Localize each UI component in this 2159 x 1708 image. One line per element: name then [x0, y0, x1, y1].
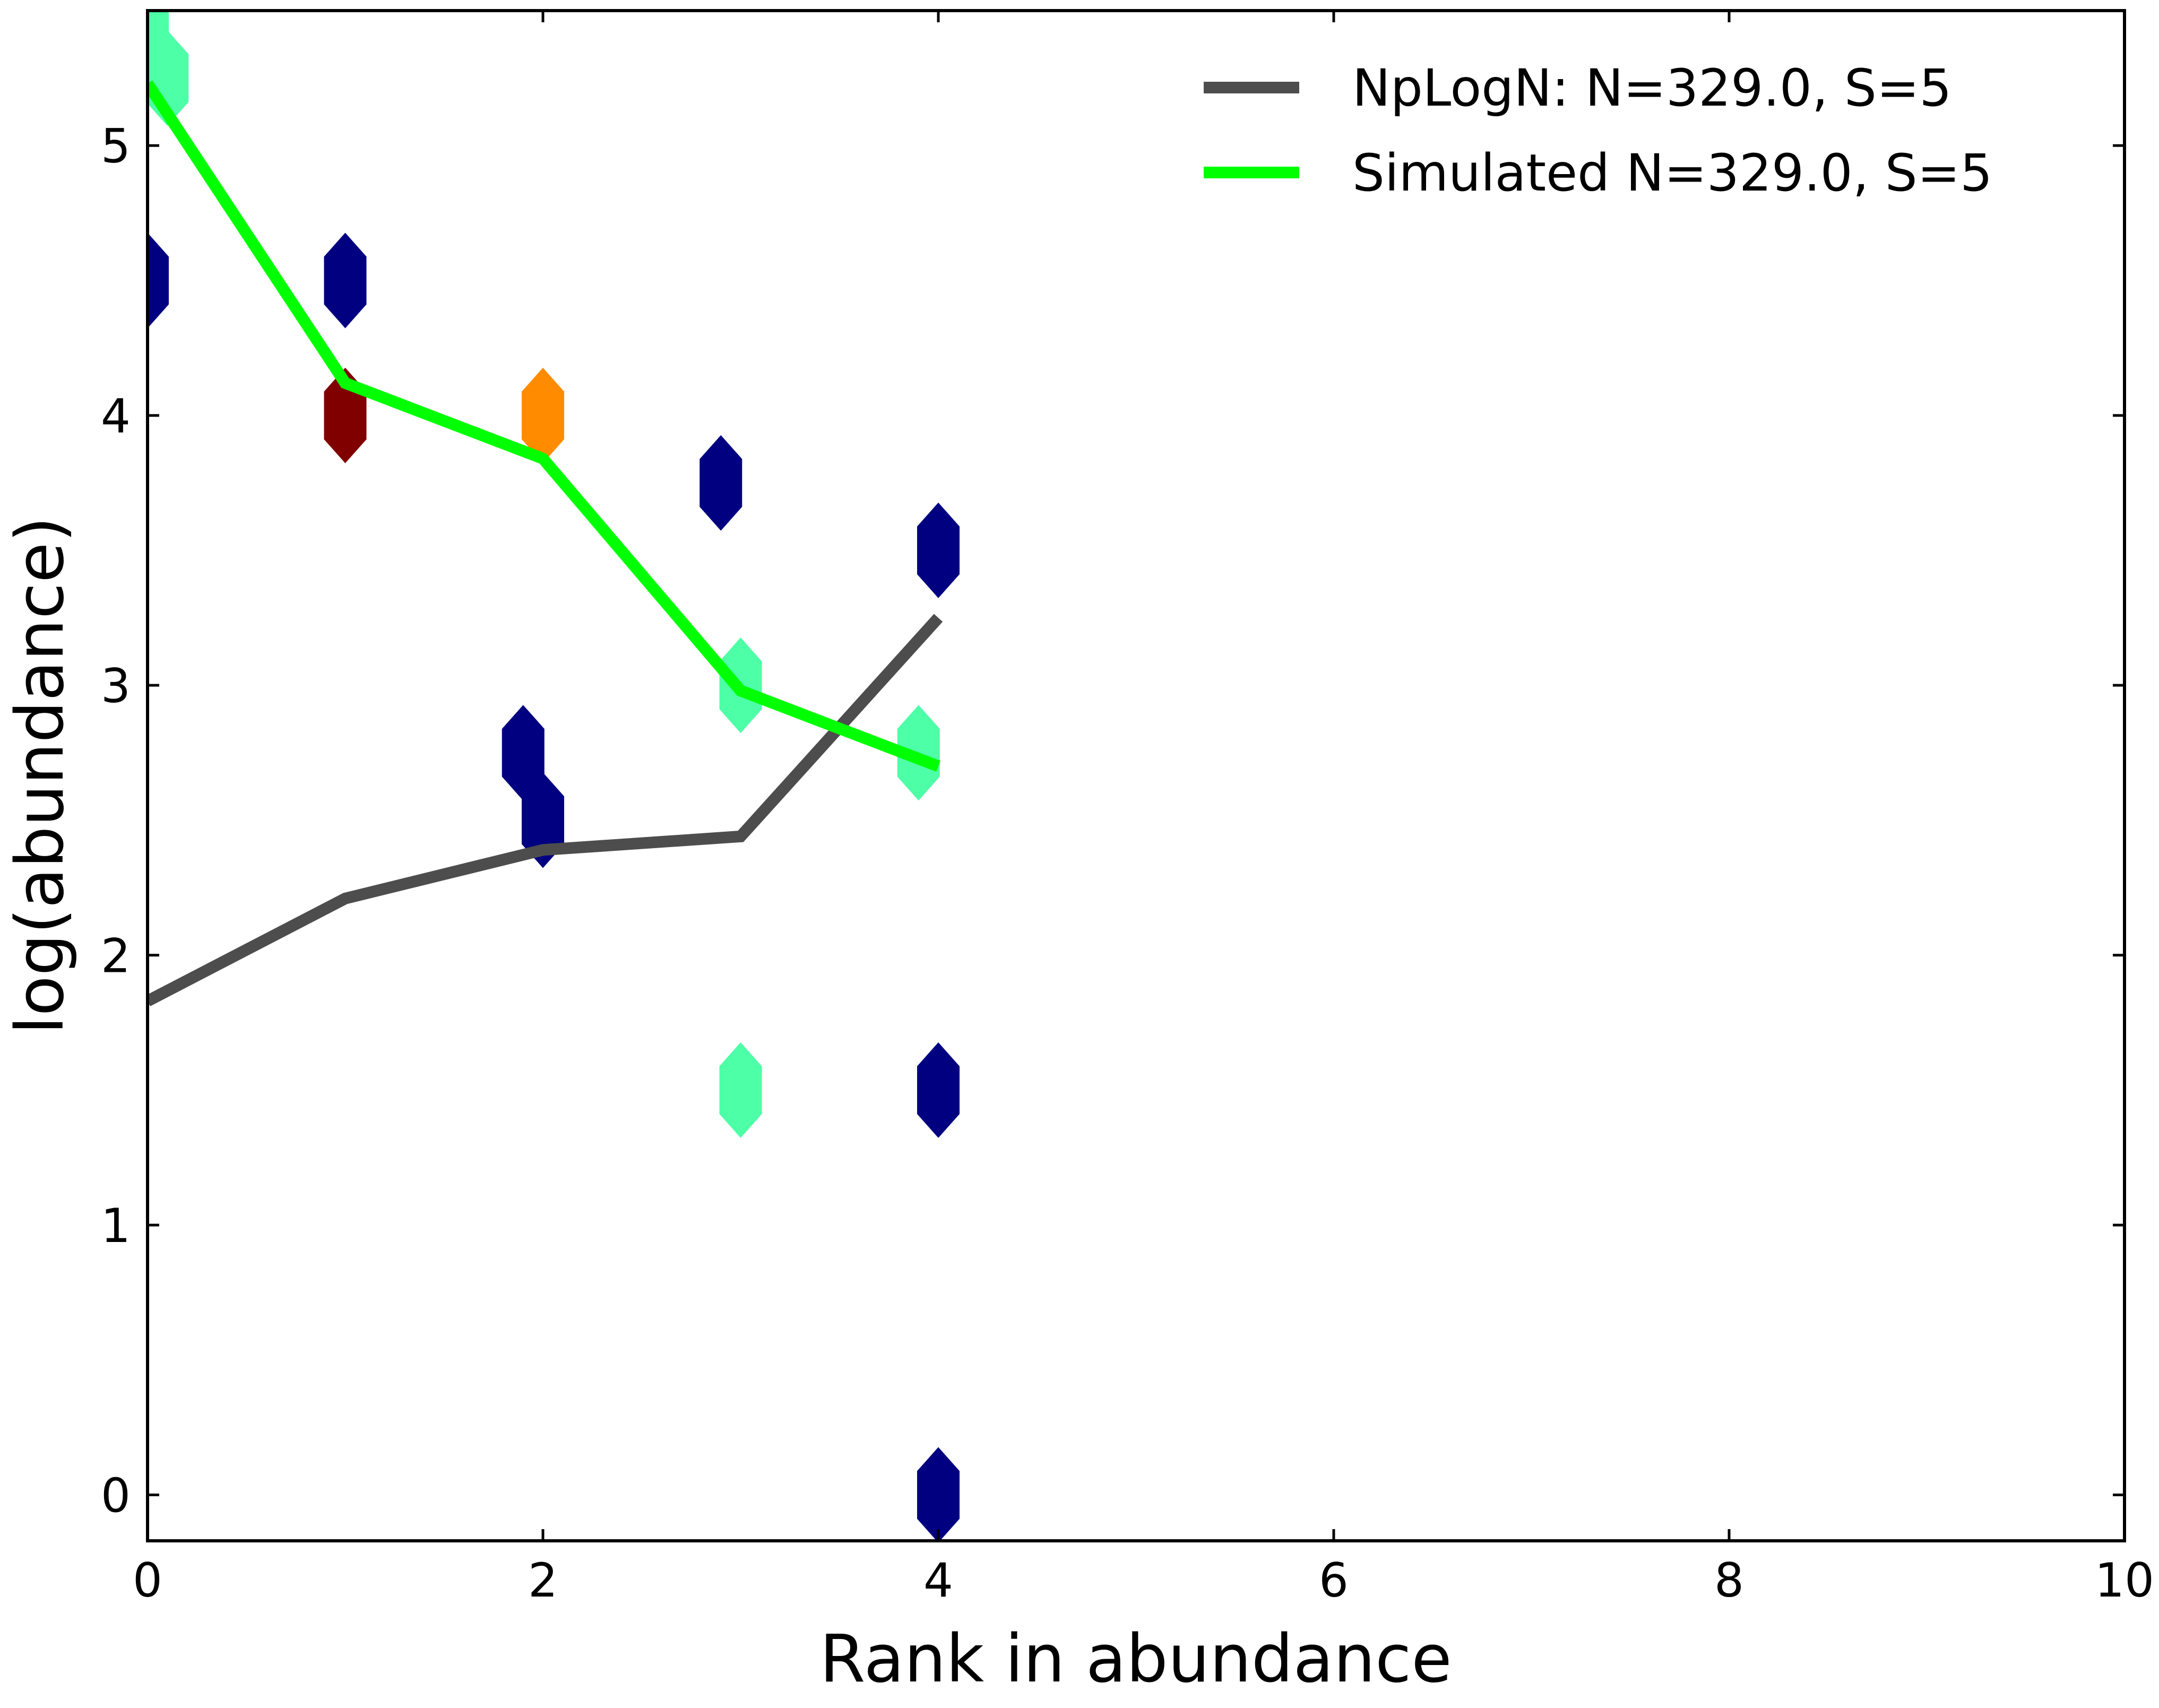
series-line-0 [148, 614, 943, 1006]
series-line-1 [148, 80, 940, 772]
plot-frame [146, 9, 2126, 1542]
hexbin-marker-2 [148, 232, 169, 329]
hexbin-layer [148, 11, 960, 1541]
hexbin-marker-7 [917, 502, 960, 598]
y-tick-label-1: 1 [101, 1198, 131, 1253]
y-tick-label-0: 0 [101, 1469, 131, 1523]
y-axis-label: log(abundance) [2, 516, 79, 1034]
y-tick-label-4: 4 [101, 389, 131, 444]
x-tick-label-4: 4 [923, 1553, 953, 1608]
hexbin-marker-3 [324, 232, 367, 329]
hexbin-marker-14 [917, 1447, 960, 1541]
legend: NpLogN: N=329.0, S=5 Simulated N=329.0, S… [1204, 58, 1992, 203]
y-tick-label-5: 5 [101, 119, 131, 174]
legend-label-0: NpLogN: N=329.0, S=5 [1352, 58, 1951, 118]
hexbin-marker-10 [502, 705, 545, 801]
hexbin-marker-13 [917, 1042, 960, 1138]
tick-layer: 0 2 4 6 8 10 0 1 2 3 4 5 [101, 11, 2154, 1608]
x-axis-label: Rank in abundance [819, 1621, 1452, 1697]
hexbin-marker-5 [522, 367, 564, 463]
hexbin-marker-0 [148, 11, 169, 58]
y-tick-label-2: 2 [101, 929, 131, 984]
legend-label-1: Simulated N=329.0, S=5 [1352, 143, 1992, 203]
x-tick-label-6: 6 [1319, 1553, 1349, 1608]
x-tick-label-0: 0 [133, 1553, 162, 1608]
x-tick-label-8: 8 [1714, 1553, 1744, 1608]
y-tick-label-3: 3 [101, 659, 131, 713]
hexbin-marker-6 [699, 435, 742, 531]
x-tick-label-2: 2 [528, 1553, 558, 1608]
x-tick-label-10: 10 [2095, 1553, 2154, 1608]
series-layer [148, 80, 943, 1006]
hexbin-marker-12 [719, 1042, 762, 1138]
